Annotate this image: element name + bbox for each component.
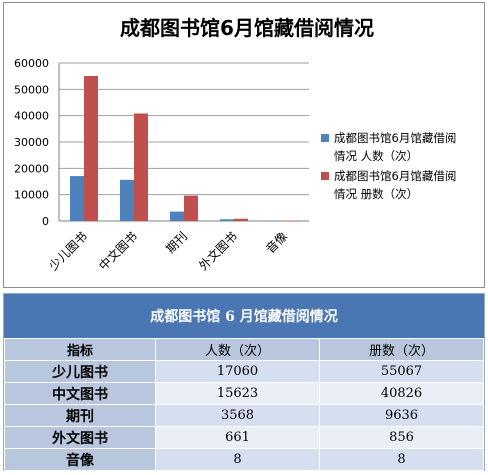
bar <box>134 113 148 221</box>
chart-title: 成都图书馆6月馆藏借阅情况 <box>120 16 374 40</box>
table-row: 期刊 3568 9636 <box>4 404 484 427</box>
cell-volumes: 55067 <box>319 360 484 383</box>
cell-people: 661 <box>155 426 320 449</box>
cell-volumes: 40826 <box>319 382 484 405</box>
y-tick-label: 60000 <box>14 57 49 70</box>
legend-swatch-people <box>321 134 329 142</box>
legend-label-people-line1: 成都图书馆6月馆藏借阅 <box>334 131 456 145</box>
x-tick-label: 期刊 <box>163 229 190 256</box>
row-label: 音像 <box>4 448 156 471</box>
bar <box>70 176 84 221</box>
table-row: 外文图书 661 856 <box>4 426 484 449</box>
row-label: 期刊 <box>4 404 156 427</box>
x-tick-labels: 少儿图书 中文图书 期刊 外文图书 音像 <box>46 229 290 274</box>
bar <box>270 220 284 222</box>
y-tick-label: 50000 <box>14 83 49 96</box>
x-tick-label: 外文图书 <box>196 229 241 274</box>
x-tick-label: 少儿图书 <box>46 229 90 273</box>
bar <box>120 179 134 221</box>
bar <box>84 75 98 221</box>
cell-people: 15623 <box>155 382 320 405</box>
legend: 成都图书馆6月馆藏借阅 情况 人数（次） 成都图书馆6月馆藏借阅 情况 册数（次… <box>321 131 456 201</box>
legend-label-volumes-line1: 成都图书馆6月馆藏借阅 <box>334 169 456 183</box>
cell-volumes: 9636 <box>319 404 484 427</box>
legend-label-people-line2: 情况 人数（次） <box>334 149 418 163</box>
row-label: 少儿图书 <box>4 360 156 383</box>
bars <box>70 75 298 222</box>
header-people: 人数（次） <box>155 338 320 361</box>
y-tick-label: 0 <box>42 215 49 228</box>
bar <box>170 211 184 221</box>
cell-people: 8 <box>155 448 320 471</box>
table-row: 音像 8 8 <box>4 448 484 471</box>
table-row: 中文图书 15623 40826 <box>4 382 484 405</box>
bar <box>234 218 248 221</box>
legend-label-volumes-line2: 情况 册数（次） <box>334 187 418 201</box>
bar <box>284 220 298 222</box>
y-tick-labels: 0 10000 20000 30000 40000 50000 60000 <box>14 57 49 228</box>
y-tick-label: 30000 <box>14 136 49 149</box>
chart-area: 成都图书馆6月馆藏借阅情况 0 10000 20000 30000 40000 50000… <box>3 2 485 288</box>
x-tick-label: 音像 <box>263 229 291 257</box>
legend-swatch-volumes <box>321 172 329 180</box>
x-tick-label: 中文图书 <box>96 229 141 274</box>
bar <box>220 219 234 221</box>
table-title: 成都图书馆 6 月馆藏借阅情况 <box>4 294 484 338</box>
y-tick-label: 10000 <box>14 189 49 202</box>
grid-lines <box>59 62 309 196</box>
table-row: 少儿图书 17060 55067 <box>4 360 484 383</box>
cell-people: 17060 <box>155 360 320 383</box>
header-volumes: 册数（次） <box>319 338 484 361</box>
cell-volumes: 8 <box>319 448 484 471</box>
header-metric: 指标 <box>4 338 156 361</box>
table-header-row: 指标 人数（次） 册数（次） <box>4 338 484 361</box>
data-table-panel: 成都图书馆 6 月馆藏借阅情况 指标 人数（次） 册数（次） 少儿图书 1706… <box>3 293 485 471</box>
bar <box>184 195 198 221</box>
cell-volumes: 856 <box>319 426 484 449</box>
y-tick-label: 20000 <box>14 162 49 175</box>
cell-people: 3568 <box>155 404 320 427</box>
data-table: 指标 人数（次） 册数（次） 少儿图书 17060 55067 中文图书 156… <box>4 338 484 471</box>
y-tick-label: 40000 <box>14 110 49 123</box>
row-label: 中文图书 <box>4 382 156 405</box>
bar-chart: 成都图书馆6月馆藏借阅情况 0 10000 20000 30000 40000 50000… <box>14 16 456 274</box>
row-label: 外文图书 <box>4 426 156 449</box>
